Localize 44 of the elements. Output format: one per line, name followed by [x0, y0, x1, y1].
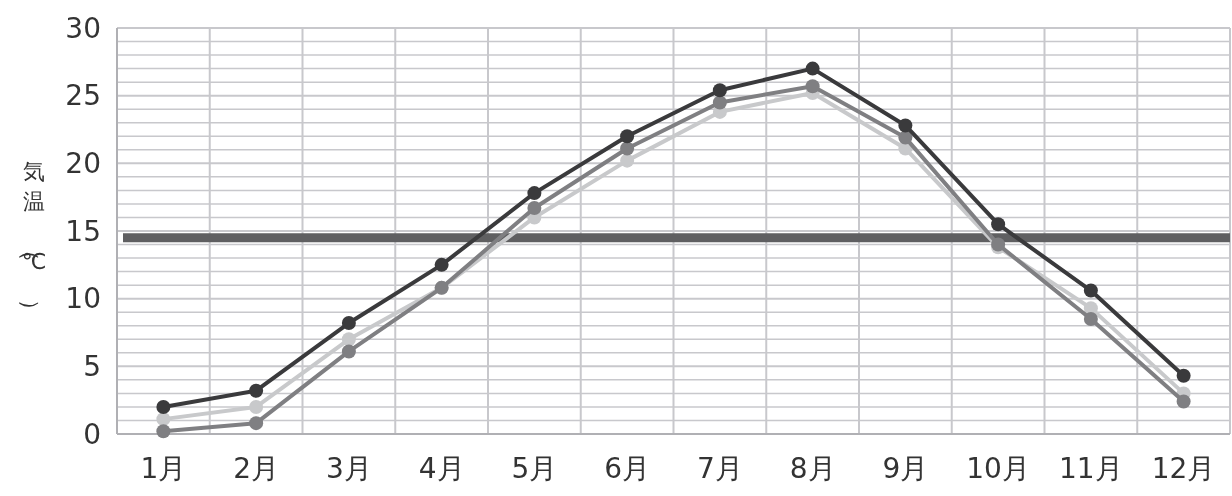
point — [434, 257, 449, 272]
x-tick-label: 4月 — [418, 452, 465, 485]
x-tick-label: 12月 — [1151, 452, 1216, 485]
y-tick-label: 25 — [65, 79, 101, 113]
point — [1083, 311, 1098, 326]
x-tick-label: 8月 — [789, 452, 836, 485]
y-tick-label: 15 — [65, 214, 101, 248]
point — [1176, 368, 1191, 383]
point — [620, 129, 635, 144]
x-tick-label: 6月 — [604, 452, 651, 485]
point — [805, 79, 820, 94]
point — [898, 130, 913, 145]
point — [1083, 283, 1098, 298]
x-tick-label: 1月 — [140, 452, 187, 485]
point — [249, 383, 264, 398]
x-tick-label: 7月 — [696, 452, 743, 485]
y-tick-label: 0 — [83, 417, 101, 451]
x-tick-label: 5月 — [511, 452, 558, 485]
point — [712, 83, 727, 98]
x-tick-label: 11月 — [1059, 452, 1123, 485]
x-tick-label: 10月 — [966, 452, 1030, 485]
point — [156, 399, 171, 414]
y-tick-label: 20 — [65, 146, 101, 180]
point — [249, 416, 264, 431]
point — [620, 153, 635, 168]
x-tick-label: 3月 — [325, 452, 372, 485]
point — [1176, 394, 1191, 409]
point — [991, 217, 1006, 232]
point — [712, 95, 727, 110]
point — [249, 399, 264, 414]
point — [341, 316, 356, 331]
y-tick-label: 30 — [65, 11, 101, 45]
x-tick-label: 2月 — [233, 452, 280, 485]
point — [341, 332, 356, 347]
point — [341, 344, 356, 359]
y-tick-label: 5 — [83, 349, 101, 383]
y-tick-label: 10 — [65, 282, 101, 316]
point — [527, 200, 542, 215]
point — [527, 186, 542, 201]
point — [156, 424, 171, 439]
x-tick-label: 9月 — [882, 452, 929, 485]
point — [898, 118, 913, 133]
point — [805, 61, 820, 76]
point — [620, 141, 635, 156]
